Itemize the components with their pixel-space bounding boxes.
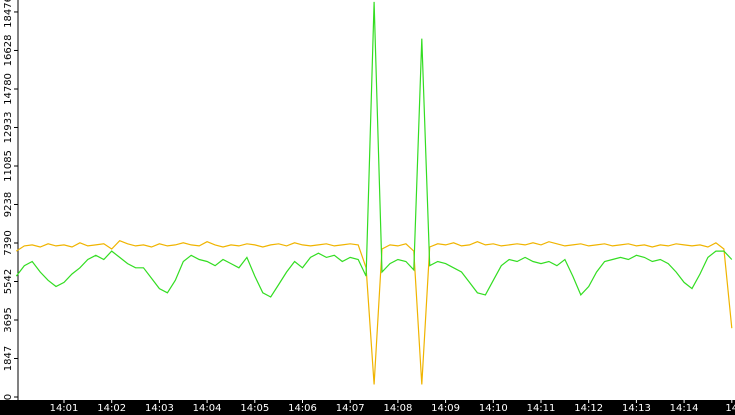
series-line (15, 1, 733, 298)
y-tick-label: 12933 (3, 112, 14, 144)
y-tick-label: 5542 (3, 269, 14, 294)
x-tick-label: 14 (725, 403, 735, 414)
y-tick-label: 14780 (3, 73, 14, 105)
x-tick-label: 14:05 (240, 403, 269, 414)
y-tick-label: 9238 (3, 192, 14, 217)
x-tick-label: 14:02 (97, 403, 126, 414)
x-tick-label: 14:07 (336, 403, 365, 414)
x-tick-label: 14:12 (574, 403, 603, 414)
y-tick-label: 1847 (3, 346, 14, 371)
x-tick-label: 14:03 (145, 403, 174, 414)
x-tick-label: 14:08 (383, 403, 412, 414)
y-tick-label: 16628 (3, 35, 14, 67)
x-tick-label: 14:01 (50, 403, 79, 414)
x-axis-band (0, 400, 735, 415)
series-line (15, 239, 733, 385)
x-tick-label: 14:04 (193, 403, 222, 414)
x-tick-label: 14:06 (288, 403, 317, 414)
x-tick-label: 14:14 (670, 403, 699, 414)
y-tick-label: 18476 (3, 0, 14, 28)
x-tick-label: 14:10 (479, 403, 508, 414)
x-tick-label: 14:13 (622, 403, 651, 414)
y-tick-label: 7390 (3, 230, 14, 255)
x-tick-label: 14:09 (431, 403, 460, 414)
y-tick-label: 0 (3, 394, 14, 400)
y-tick-label: 11085 (3, 150, 14, 182)
x-tick-label: 14:11 (527, 403, 556, 414)
y-tick-label: 3695 (3, 307, 14, 332)
